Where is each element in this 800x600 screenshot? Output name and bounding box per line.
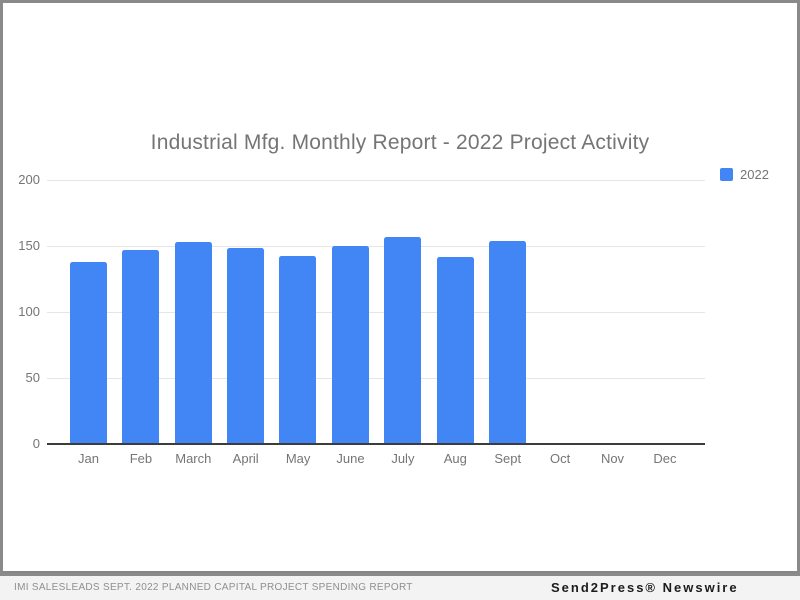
- x-tick-label-march: March: [175, 451, 212, 466]
- x-tick-label-june: June: [336, 451, 365, 466]
- bar-jan: [69, 262, 107, 443]
- x-tick-label-oct: Oct: [549, 451, 571, 466]
- chart-title: Industrial Mfg. Monthly Report - 2022 Pr…: [150, 131, 650, 154]
- newswire-brand: Send2Press® Newswire: [551, 580, 739, 595]
- y-tick-label-100: 100: [18, 304, 40, 319]
- bar-aug: [436, 256, 474, 443]
- chart-legend: 2022: [720, 167, 769, 182]
- x-tick-label-sept: Sept: [494, 451, 522, 466]
- x-tick-label-jan: Jan: [78, 451, 99, 466]
- gridline-100: [47, 312, 705, 313]
- y-tick-label-0: 0: [32, 436, 40, 451]
- bar-july: [384, 237, 422, 443]
- bar-sept: [488, 241, 526, 443]
- x-tick-label-july: July: [391, 451, 415, 466]
- legend-label: 2022: [740, 167, 769, 182]
- legend-swatch-icon: [720, 168, 733, 181]
- caption-text: IMI SALESLEADS SEPT. 2022 PLANNED CAPITA…: [14, 582, 413, 593]
- footer-bar: IMI SALESLEADS SEPT. 2022 PLANNED CAPITA…: [0, 576, 800, 600]
- bar-june: [331, 246, 369, 443]
- x-tick-label-nov: Nov: [600, 451, 625, 466]
- x-tick-label-feb: Feb: [129, 451, 153, 466]
- y-tick-label-150: 150: [18, 238, 40, 253]
- bar-may: [279, 255, 317, 443]
- x-tick-label-aug: Aug: [443, 451, 467, 466]
- y-tick-label-200: 200: [18, 172, 40, 187]
- gridline-150: [47, 246, 705, 247]
- y-tick-label-50: 50: [25, 370, 40, 385]
- gridline-200: [47, 180, 705, 181]
- plot-area: Jan Feb March April May June July Aug Sept Oct Nov…: [47, 180, 705, 466]
- x-tick-label-april: April: [232, 451, 259, 466]
- x-axis-baseline: [47, 443, 705, 445]
- x-tick-label-may: May: [285, 451, 311, 466]
- x-tick-label-dec: Dec: [653, 451, 677, 466]
- y-axis-labels: 0 50 100 150 200: [0, 172, 40, 451]
- bar-april: [226, 247, 264, 443]
- bar-march: [174, 242, 212, 443]
- gridline-50: [47, 378, 705, 379]
- bar-feb: [122, 250, 160, 443]
